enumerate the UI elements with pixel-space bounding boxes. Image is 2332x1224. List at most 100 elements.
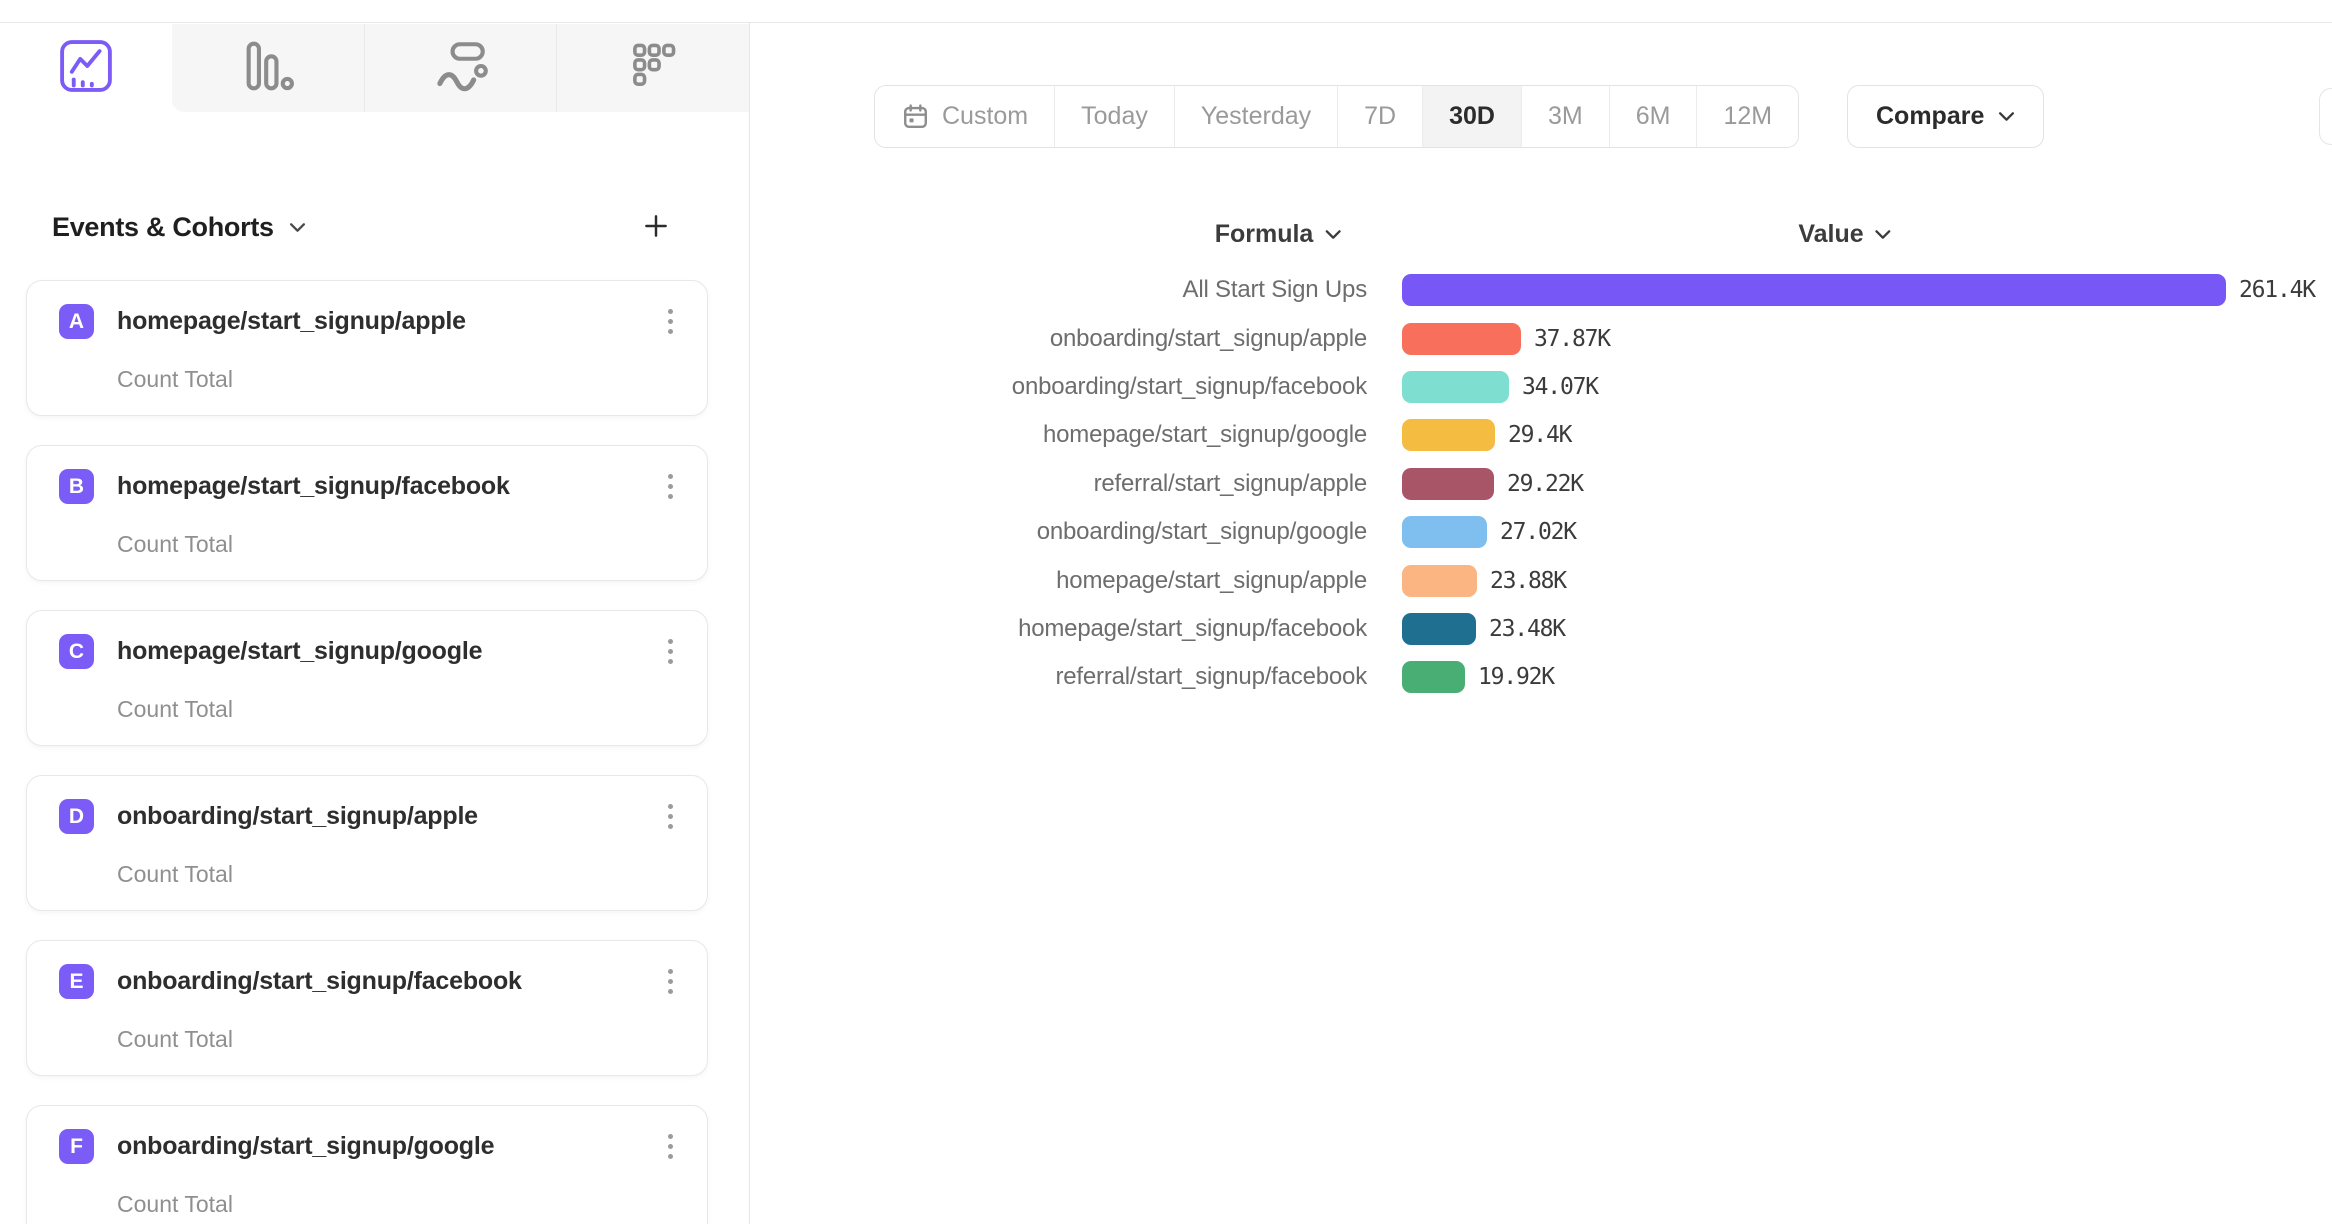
date-range-selector: Custom Today Yesterday 7D 30D 3M 6M 12M xyxy=(874,85,1800,148)
event-letter-badge: C xyxy=(59,634,94,669)
kebab-menu-icon[interactable] xyxy=(662,633,679,670)
date-range-label: 30D xyxy=(1449,102,1495,130)
event-metric: Count Total xyxy=(117,1191,233,1217)
chart-row: referral/start_signup/facebook 19.92K xyxy=(750,653,2315,701)
event-letter-badge: E xyxy=(59,964,94,999)
event-letter-badge: B xyxy=(59,469,94,504)
date-range-6m[interactable]: 6M xyxy=(1609,86,1698,147)
chart-bar[interactable] xyxy=(1402,370,1509,403)
tab-insights[interactable] xyxy=(0,24,172,112)
value-header-label: Value xyxy=(1798,220,1864,248)
event-metric: Count Total xyxy=(117,531,233,557)
chart-bar[interactable] xyxy=(1402,322,1521,355)
chart-bar[interactable] xyxy=(1402,612,1476,645)
tab-retention[interactable] xyxy=(556,24,750,112)
compare-label: Compare xyxy=(1876,102,1985,130)
chart-bar-value: 19.92K xyxy=(1478,664,1555,691)
chart-row-label: All Start Sign Ups xyxy=(1182,276,1368,304)
event-name: onboarding/start_signup/facebook xyxy=(117,967,522,995)
date-range-label: 3M xyxy=(1547,102,1583,130)
chart-row: homepage/start_signup/facebook 23.48K xyxy=(750,605,2315,653)
event-name: onboarding/start_signup/google xyxy=(117,1132,495,1160)
date-range-label: 6M xyxy=(1635,102,1671,130)
chart-row: onboarding/start_signup/google 27.02K xyxy=(750,508,2315,556)
event-card[interactable]: D onboarding/start_signup/apple Count To… xyxy=(26,775,708,911)
chart-bar-value: 23.48K xyxy=(1489,615,1566,642)
event-card[interactable]: F onboarding/start_signup/google Count T… xyxy=(26,1105,708,1224)
event-card-list: A homepage/start_signup/apple Count Tota… xyxy=(26,280,708,1224)
chart-bar-value: 29.22K xyxy=(1507,470,1584,497)
date-range-today[interactable]: Today xyxy=(1055,86,1175,147)
chart-bar-value: 37.87K xyxy=(1534,325,1611,352)
date-range-custom[interactable]: Custom xyxy=(875,86,1056,147)
date-range-7d[interactable]: 7D xyxy=(1338,86,1424,147)
event-card[interactable]: A homepage/start_signup/apple Count Tota… xyxy=(26,280,708,416)
chevron-down-icon xyxy=(1875,229,1892,240)
date-range-yesterday[interactable]: Yesterday xyxy=(1174,86,1339,147)
date-range-12m[interactable]: 12M xyxy=(1697,86,1799,147)
chart-row: All Start Sign Ups 261.4K xyxy=(750,266,2316,314)
event-name: homepage/start_signup/google xyxy=(117,637,483,665)
event-metric: Count Total xyxy=(117,861,233,887)
kebab-menu-icon[interactable] xyxy=(662,303,679,340)
event-letter-badge: F xyxy=(59,1129,94,1164)
chart-type-tabbar xyxy=(0,24,750,112)
event-metric: Count Total xyxy=(117,696,233,722)
date-range-label: Yesterday xyxy=(1200,102,1312,130)
kebab-menu-icon[interactable] xyxy=(662,1128,679,1165)
chevron-down-icon xyxy=(1998,111,2015,122)
chart-row-label: homepage/start_signup/apple xyxy=(1056,566,1367,594)
chevron-down-icon xyxy=(1324,229,1341,240)
compare-button[interactable]: Compare xyxy=(1847,85,2045,148)
events-cohorts-header: Events & Cohorts xyxy=(52,206,676,248)
tab-flows[interactable] xyxy=(363,24,557,112)
event-name: onboarding/start_signup/apple xyxy=(117,802,478,830)
date-range-label: 12M xyxy=(1723,102,1773,130)
chart-bar-value: 34.07K xyxy=(1522,373,1599,400)
chart-row-label: onboarding/start_signup/google xyxy=(1036,518,1367,546)
chart-bar[interactable] xyxy=(1402,661,1465,694)
chart-row: homepage/start_signup/google 29.4K xyxy=(750,411,2315,459)
event-card[interactable]: C homepage/start_signup/google Count Tot… xyxy=(26,610,708,746)
date-range-3m[interactable]: 3M xyxy=(1521,86,1610,147)
kebab-menu-icon[interactable] xyxy=(662,798,679,835)
clipped-edge-button[interactable] xyxy=(2319,88,2332,145)
chevron-down-icon xyxy=(289,222,306,233)
calendar-icon xyxy=(901,102,930,131)
chart-bar[interactable] xyxy=(1402,564,1477,597)
formula-header-label: Formula xyxy=(1214,220,1314,248)
chart-bar[interactable] xyxy=(1402,274,2226,307)
date-range-label: 7D xyxy=(1364,102,1397,130)
value-column-header[interactable]: Value xyxy=(1798,220,1891,249)
date-range-30d[interactable]: 30D xyxy=(1423,86,1522,147)
event-metric: Count Total xyxy=(117,366,233,392)
chart-row: homepage/start_signup/apple 23.88K xyxy=(750,556,2315,604)
chart-bar-value: 261.4K xyxy=(2239,277,2316,304)
event-name: homepage/start_signup/facebook xyxy=(117,472,510,500)
date-range-label: Today xyxy=(1081,102,1148,130)
add-event-button[interactable] xyxy=(636,207,676,247)
event-card[interactable]: E onboarding/start_signup/facebook Count… xyxy=(26,940,708,1076)
chart-row-label: onboarding/start_signup/apple xyxy=(1049,324,1367,352)
kebab-menu-icon[interactable] xyxy=(662,468,679,505)
tab-funnels[interactable] xyxy=(172,24,364,112)
event-metric: Count Total xyxy=(117,1026,233,1052)
flows-icon xyxy=(432,37,490,100)
sidebar-divider xyxy=(749,23,750,1224)
bar-chart: All Start Sign Ups 261.4K onboarding/sta… xyxy=(750,266,2316,702)
report-main: Custom Today Yesterday 7D 30D 3M 6M 12M Compare… xyxy=(750,24,2332,1224)
plus-icon xyxy=(641,211,671,244)
chart-bar-value: 23.88K xyxy=(1490,567,1567,594)
event-card[interactable]: B homepage/start_signup/facebook Count T… xyxy=(26,445,708,581)
chart-bar[interactable] xyxy=(1402,467,1494,500)
event-name: homepage/start_signup/apple xyxy=(117,307,466,335)
chart-bar[interactable] xyxy=(1402,516,1487,549)
chart-row-label: referral/start_signup/apple xyxy=(1093,469,1368,497)
kebab-menu-icon[interactable] xyxy=(662,963,679,1000)
query-sidebar: Events & Cohorts A homepage/start_signup… xyxy=(0,24,750,1224)
chart-bar[interactable] xyxy=(1402,419,1495,452)
formula-column-header[interactable]: Formula xyxy=(1215,220,1342,249)
line-chart-icon xyxy=(55,35,117,102)
events-cohorts-title[interactable]: Events & Cohorts xyxy=(52,211,274,242)
chart-bar-value: 27.02K xyxy=(1500,519,1577,546)
